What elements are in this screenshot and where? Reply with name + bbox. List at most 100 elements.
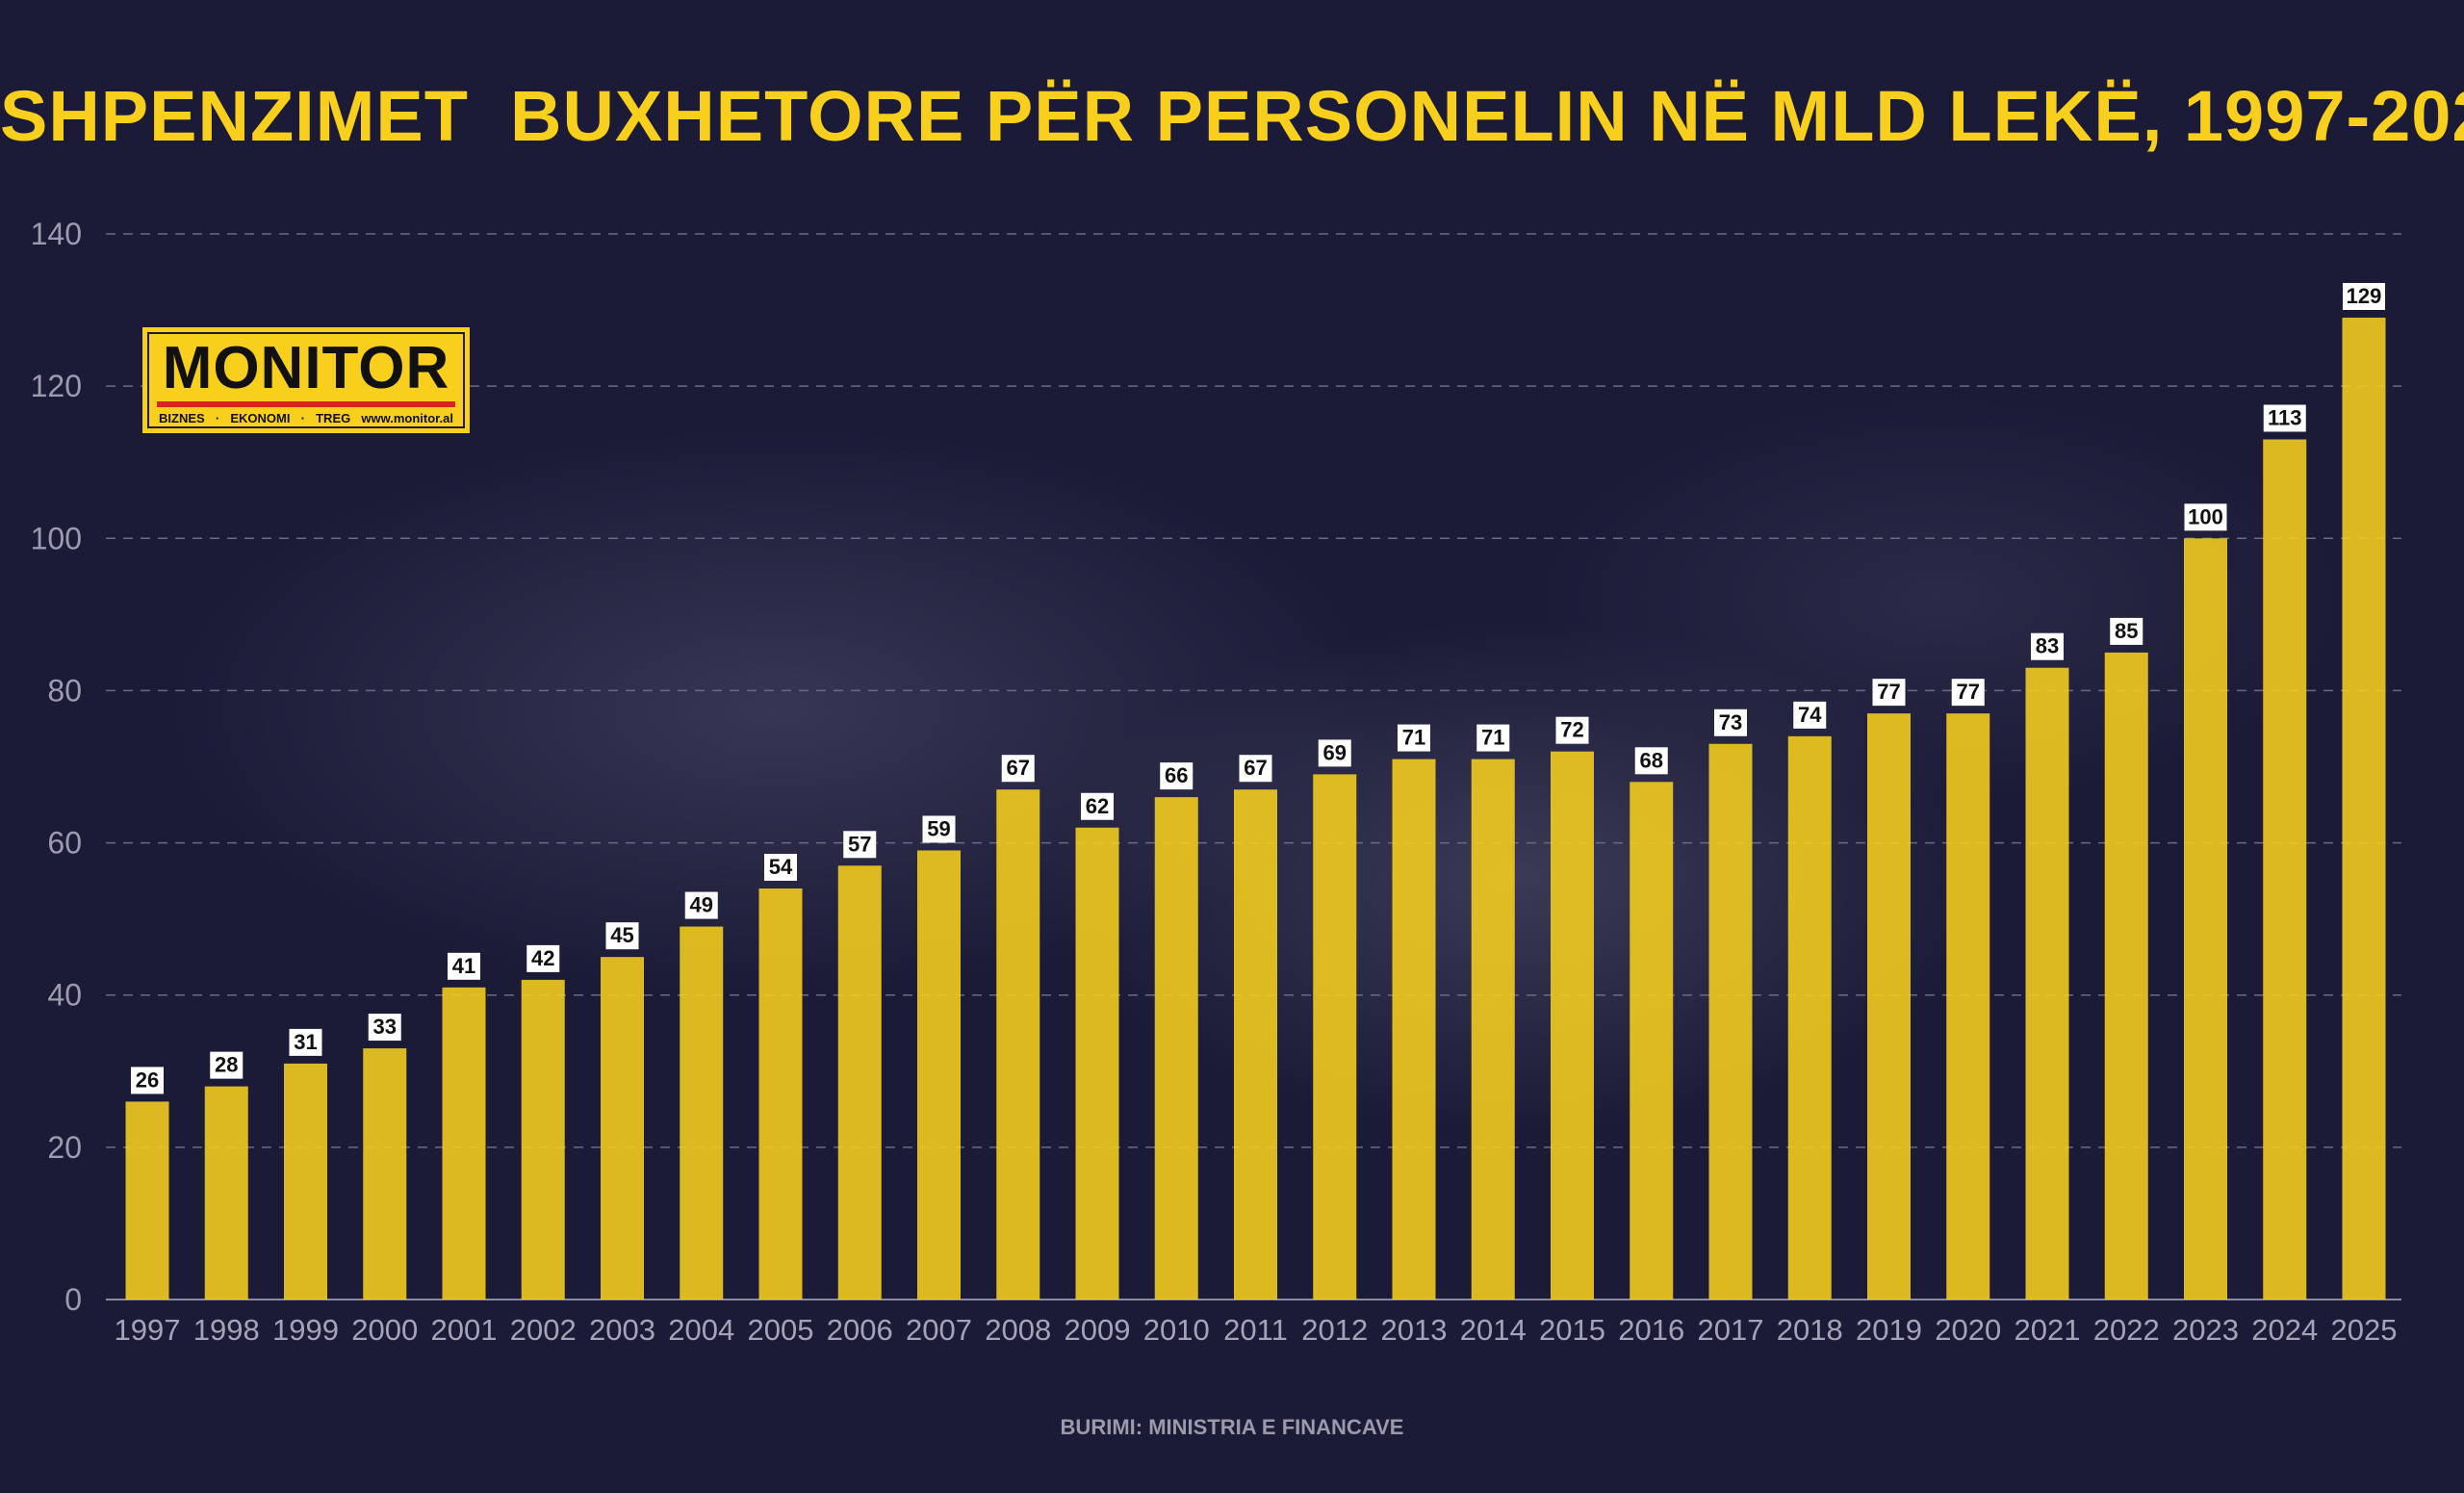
bar (758, 888, 803, 1300)
value-label: 54 (769, 855, 793, 879)
x-tick-label: 2021 (2015, 1313, 2081, 1347)
value-label: 67 (1007, 756, 1030, 780)
x-tick-label: 2024 (2251, 1313, 2318, 1347)
y-tick-label: 20 (47, 1130, 82, 1165)
value-label: 73 (1719, 710, 1742, 734)
x-tick-label: 2006 (827, 1313, 893, 1347)
bar (1075, 827, 1119, 1300)
value-label-box (131, 1067, 164, 1094)
x-tick-label: 2008 (985, 1313, 1051, 1347)
bar (2104, 652, 2148, 1300)
bar (601, 957, 644, 1300)
value-label-box (1318, 739, 1351, 767)
value-label-box (1634, 747, 1668, 775)
logo-tag-dot: · (300, 411, 305, 425)
x-tick-label: 2023 (2172, 1313, 2239, 1347)
value-label-box (1239, 755, 1272, 783)
bar (363, 1048, 407, 1300)
logo-tag-dot: · (215, 411, 220, 425)
logo-red-stripe (157, 401, 455, 407)
value-label: 77 (1877, 680, 1900, 704)
x-tick-label: 2020 (1935, 1313, 2001, 1347)
value-label-box (1555, 716, 1589, 744)
y-tick-label: 0 (64, 1282, 82, 1317)
bar (521, 979, 565, 1300)
value-labels: 26 28 31 33 41 42 45 49 54 57 59 67 62 66 67 69 71 71 72 68… (131, 282, 2385, 1094)
bar (1708, 743, 1753, 1300)
logo-tagline: BIZNES · EKONOMI · TREG www.monitor.al (159, 411, 453, 425)
value-label-box (368, 1014, 401, 1042)
bar (1313, 774, 1357, 1300)
x-tick-label: 2009 (1065, 1313, 1131, 1347)
x-tick-label: 2012 (1301, 1313, 1368, 1347)
y-axis: 0 20 40 60 80 100 120 140 (31, 217, 82, 1317)
value-label-box (1398, 724, 1430, 752)
bar (1154, 797, 1198, 1300)
value-label-box (1951, 679, 1985, 707)
value-label: 42 (531, 946, 554, 970)
value-label: 129 (2347, 284, 2382, 308)
bar (2025, 667, 2069, 1300)
value-label: 59 (927, 816, 950, 840)
value-label: 41 (452, 954, 475, 978)
bar (204, 1086, 248, 1300)
value-label: 74 (1798, 703, 1822, 727)
x-tick-label: 2007 (906, 1313, 972, 1347)
bar (917, 850, 961, 1300)
x-axis: 1997 1998 1999 2000 2001 2002 2003 2004 2005 2006… (115, 1313, 2398, 1347)
x-tick-label: 1998 (193, 1313, 260, 1347)
bar (1867, 713, 1911, 1300)
value-label-box (1872, 679, 1906, 707)
x-tick-label: 2013 (1381, 1313, 1448, 1347)
bar (1392, 759, 1436, 1300)
value-label: 49 (690, 893, 713, 917)
y-tick-label: 100 (31, 521, 82, 555)
bar (1551, 751, 1594, 1300)
value-label: 26 (136, 1068, 159, 1092)
value-label: 66 (1165, 763, 1188, 787)
x-tick-label: 2000 (351, 1313, 418, 1347)
value-label: 33 (373, 1015, 397, 1039)
x-tick-label: 2011 (1223, 1313, 1288, 1347)
x-tick-label: 2004 (668, 1313, 734, 1347)
bar (996, 789, 1040, 1300)
x-tick-label: 2016 (1618, 1313, 1684, 1347)
value-label-box (289, 1028, 322, 1056)
bars (125, 317, 2386, 1300)
bar (2342, 317, 2386, 1300)
value-label: 72 (1560, 718, 1583, 742)
value-label-box (2031, 632, 2064, 660)
y-tick-label: 40 (47, 978, 82, 1013)
value-label-box (526, 944, 560, 972)
x-tick-label: 2017 (1698, 1313, 1764, 1347)
value-label: 100 (2188, 504, 2223, 528)
value-label-box (2184, 503, 2227, 531)
x-tick-label: 2010 (1143, 1313, 1210, 1347)
value-label: 45 (610, 923, 633, 947)
value-label: 68 (1640, 748, 1663, 772)
bar (125, 1101, 169, 1300)
value-label-box (1714, 708, 1747, 736)
value-label: 113 (2268, 405, 2302, 429)
value-label-box (1476, 724, 1510, 752)
value-label-box (2110, 617, 2143, 645)
value-label-box (764, 854, 797, 882)
x-tick-label: 2014 (1460, 1313, 1527, 1347)
value-label: 71 (1481, 726, 1504, 750)
logo-wordmark: MONITOR (162, 335, 450, 401)
value-label: 77 (1957, 680, 1980, 704)
logo-tag-biznes: BIZNES (159, 411, 205, 425)
bar (1234, 789, 1277, 1300)
value-label: 83 (2036, 634, 2059, 658)
chart-title: SHPENZIMET BUXHETORE PËR PERSONELIN NË M… (0, 76, 2464, 156)
x-tick-label: 1999 (272, 1313, 339, 1347)
bar (284, 1063, 327, 1300)
value-label-box (1001, 755, 1035, 783)
x-tick-label: 2018 (1777, 1313, 1843, 1347)
value-label-box (684, 891, 718, 919)
value-label-box (448, 952, 480, 980)
value-label-box (843, 831, 877, 859)
logo-tag-treg: TREG (316, 411, 351, 425)
logo-tag-ekonomi: EKONOMI (230, 411, 291, 425)
value-label: 67 (1244, 756, 1267, 780)
